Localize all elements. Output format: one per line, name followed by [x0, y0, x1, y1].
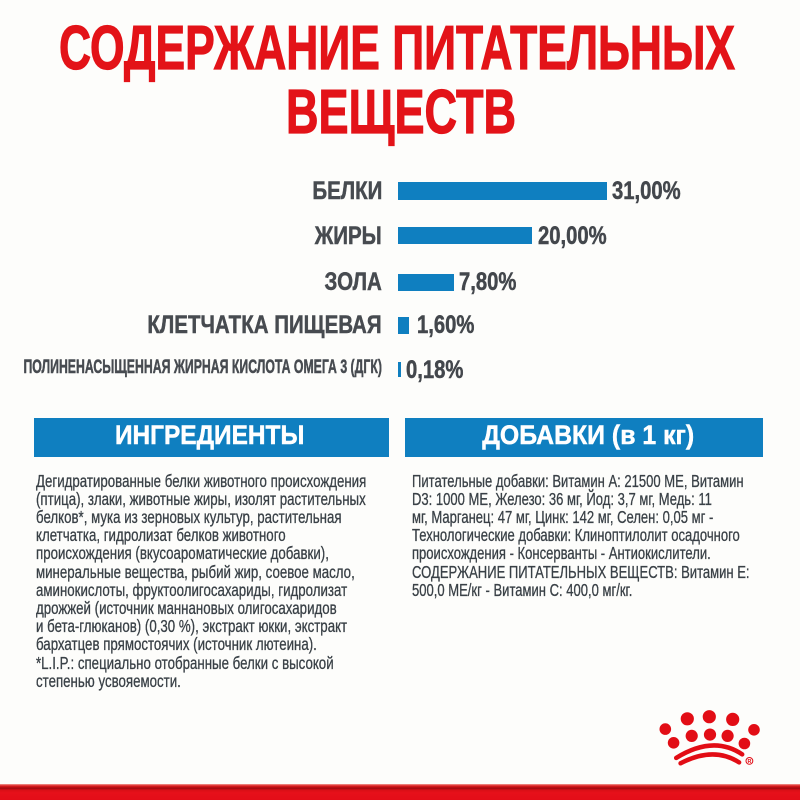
svg-text:R: R: [747, 759, 751, 765]
